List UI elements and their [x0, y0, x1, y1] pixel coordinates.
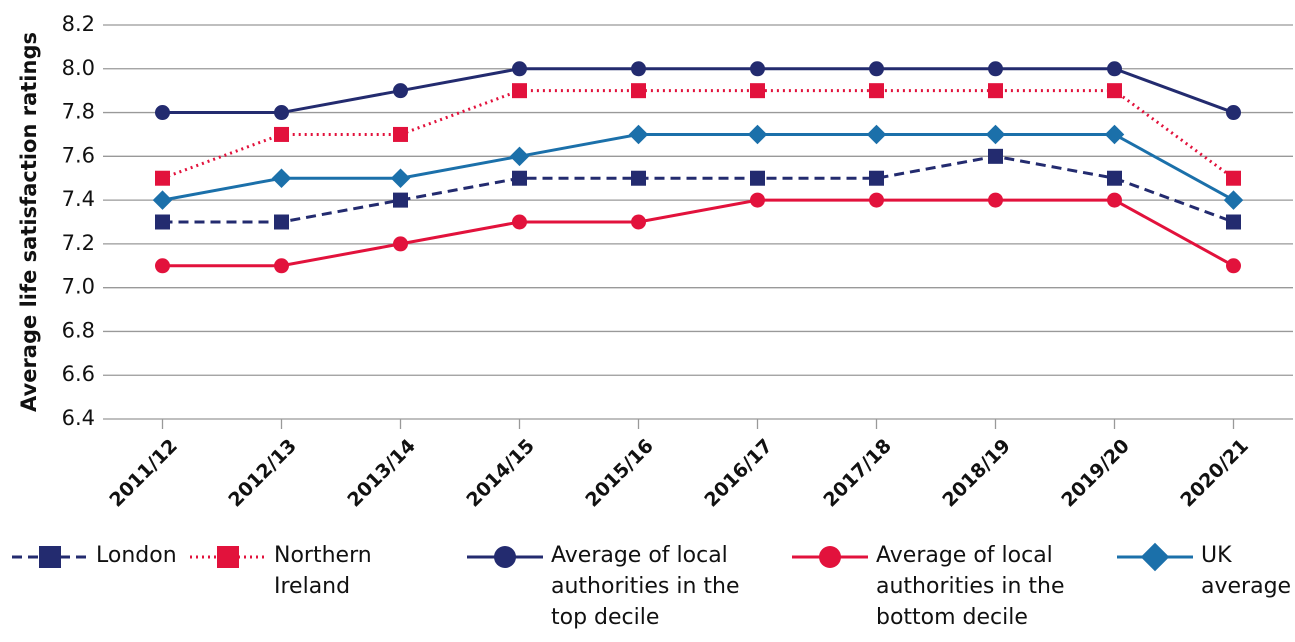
marker [274, 105, 289, 121]
marker [512, 214, 527, 230]
marker [390, 168, 411, 188]
legend-swatch [1117, 542, 1193, 572]
series-line [161, 89, 1235, 180]
marker [1107, 192, 1122, 208]
y-tick-label: 6.4 [62, 406, 95, 430]
marker [628, 124, 649, 145]
marker [217, 546, 239, 568]
x-tick-label: 2015/16 [581, 435, 658, 512]
marker [393, 126, 408, 142]
marker [393, 83, 408, 99]
x-tick-label: 2019/20 [1057, 435, 1134, 512]
marker [271, 168, 292, 188]
marker [512, 61, 527, 77]
marker [1223, 190, 1244, 210]
marker [155, 105, 170, 121]
marker [39, 546, 61, 568]
series-line [162, 154, 1235, 224]
marker [631, 61, 646, 77]
marker [1104, 124, 1125, 145]
marker [819, 546, 841, 568]
legend-item: Average of local authorities in the top … [465, 540, 771, 633]
marker [869, 61, 884, 77]
marker [1226, 105, 1241, 121]
legend-swatch [467, 546, 543, 568]
marker [1226, 170, 1241, 186]
x-tick-label: 2013/14 [343, 435, 420, 512]
marker [988, 83, 1003, 99]
x-tick-label: 2014/15 [462, 435, 539, 512]
legend-item: UK average [1115, 540, 1295, 602]
y-tick-label: 6.8 [62, 318, 95, 342]
marker [274, 258, 289, 274]
marker [985, 124, 1006, 145]
marker [869, 192, 884, 208]
marker [750, 83, 765, 99]
marker [1140, 542, 1170, 572]
marker [988, 61, 1003, 77]
marker [1107, 83, 1122, 99]
marker [274, 126, 289, 142]
x-tick-label: 2018/19 [938, 435, 1015, 512]
marker [866, 124, 887, 145]
series-line [162, 67, 1235, 115]
legend-item: London [10, 540, 196, 574]
marker [750, 192, 765, 208]
marker [631, 170, 646, 186]
legend-item: Northern Ireland [188, 540, 404, 602]
marker [750, 61, 765, 77]
marker [1226, 214, 1241, 230]
marker [1107, 61, 1122, 77]
marker [988, 192, 1003, 208]
legend-swatch [12, 546, 88, 568]
marker [494, 546, 516, 568]
legend-label: London [96, 543, 177, 568]
y-tick-label: 7.8 [62, 100, 95, 124]
marker [1107, 170, 1122, 186]
y-axis-label: Average life satisfaction ratings [17, 32, 41, 412]
marker [869, 83, 884, 99]
legend-label: Northern Ireland [274, 543, 372, 599]
legend-label: UK average [1201, 543, 1292, 599]
series-line [162, 132, 1235, 202]
marker [869, 170, 884, 186]
y-tick-label: 8.2 [62, 12, 95, 36]
y-tick-label: 6.6 [62, 362, 95, 386]
x-tick-label: 2012/13 [224, 435, 301, 512]
y-tick-label: 7.6 [62, 143, 95, 167]
y-tick-label: 8.0 [62, 56, 95, 80]
marker [155, 170, 170, 186]
marker [155, 214, 170, 230]
x-tick-label: 2016/17 [700, 435, 777, 512]
legend-swatch [190, 546, 266, 568]
marker [393, 192, 408, 208]
legend-label: Average of local authorities in the top … [551, 543, 740, 630]
legend-item: Average of local authorities in the bott… [790, 540, 1096, 633]
marker [631, 214, 646, 230]
marker [750, 170, 765, 186]
marker [747, 124, 768, 145]
marker [988, 148, 1003, 164]
x-tick-label: 2020/21 [1176, 435, 1253, 512]
legend-swatch [792, 546, 868, 568]
marker [1226, 258, 1241, 274]
marker [631, 83, 646, 99]
legend-label: Average of local authorities in the bott… [876, 543, 1065, 630]
x-tick-label: 2011/12 [105, 435, 182, 512]
x-tick-label: 2017/18 [819, 435, 896, 512]
marker [393, 236, 408, 252]
marker [512, 170, 527, 186]
y-tick-label: 7.4 [62, 187, 95, 211]
marker [509, 146, 530, 167]
y-tick-label: 7.0 [62, 275, 95, 299]
marker [152, 190, 173, 210]
y-tick-label: 7.2 [62, 231, 95, 255]
series-line [162, 198, 1235, 268]
chart: Average life satisfaction ratings 6.4 6.6… [17, 12, 1293, 512]
marker [274, 214, 289, 230]
marker [155, 258, 170, 274]
marker [512, 83, 527, 99]
